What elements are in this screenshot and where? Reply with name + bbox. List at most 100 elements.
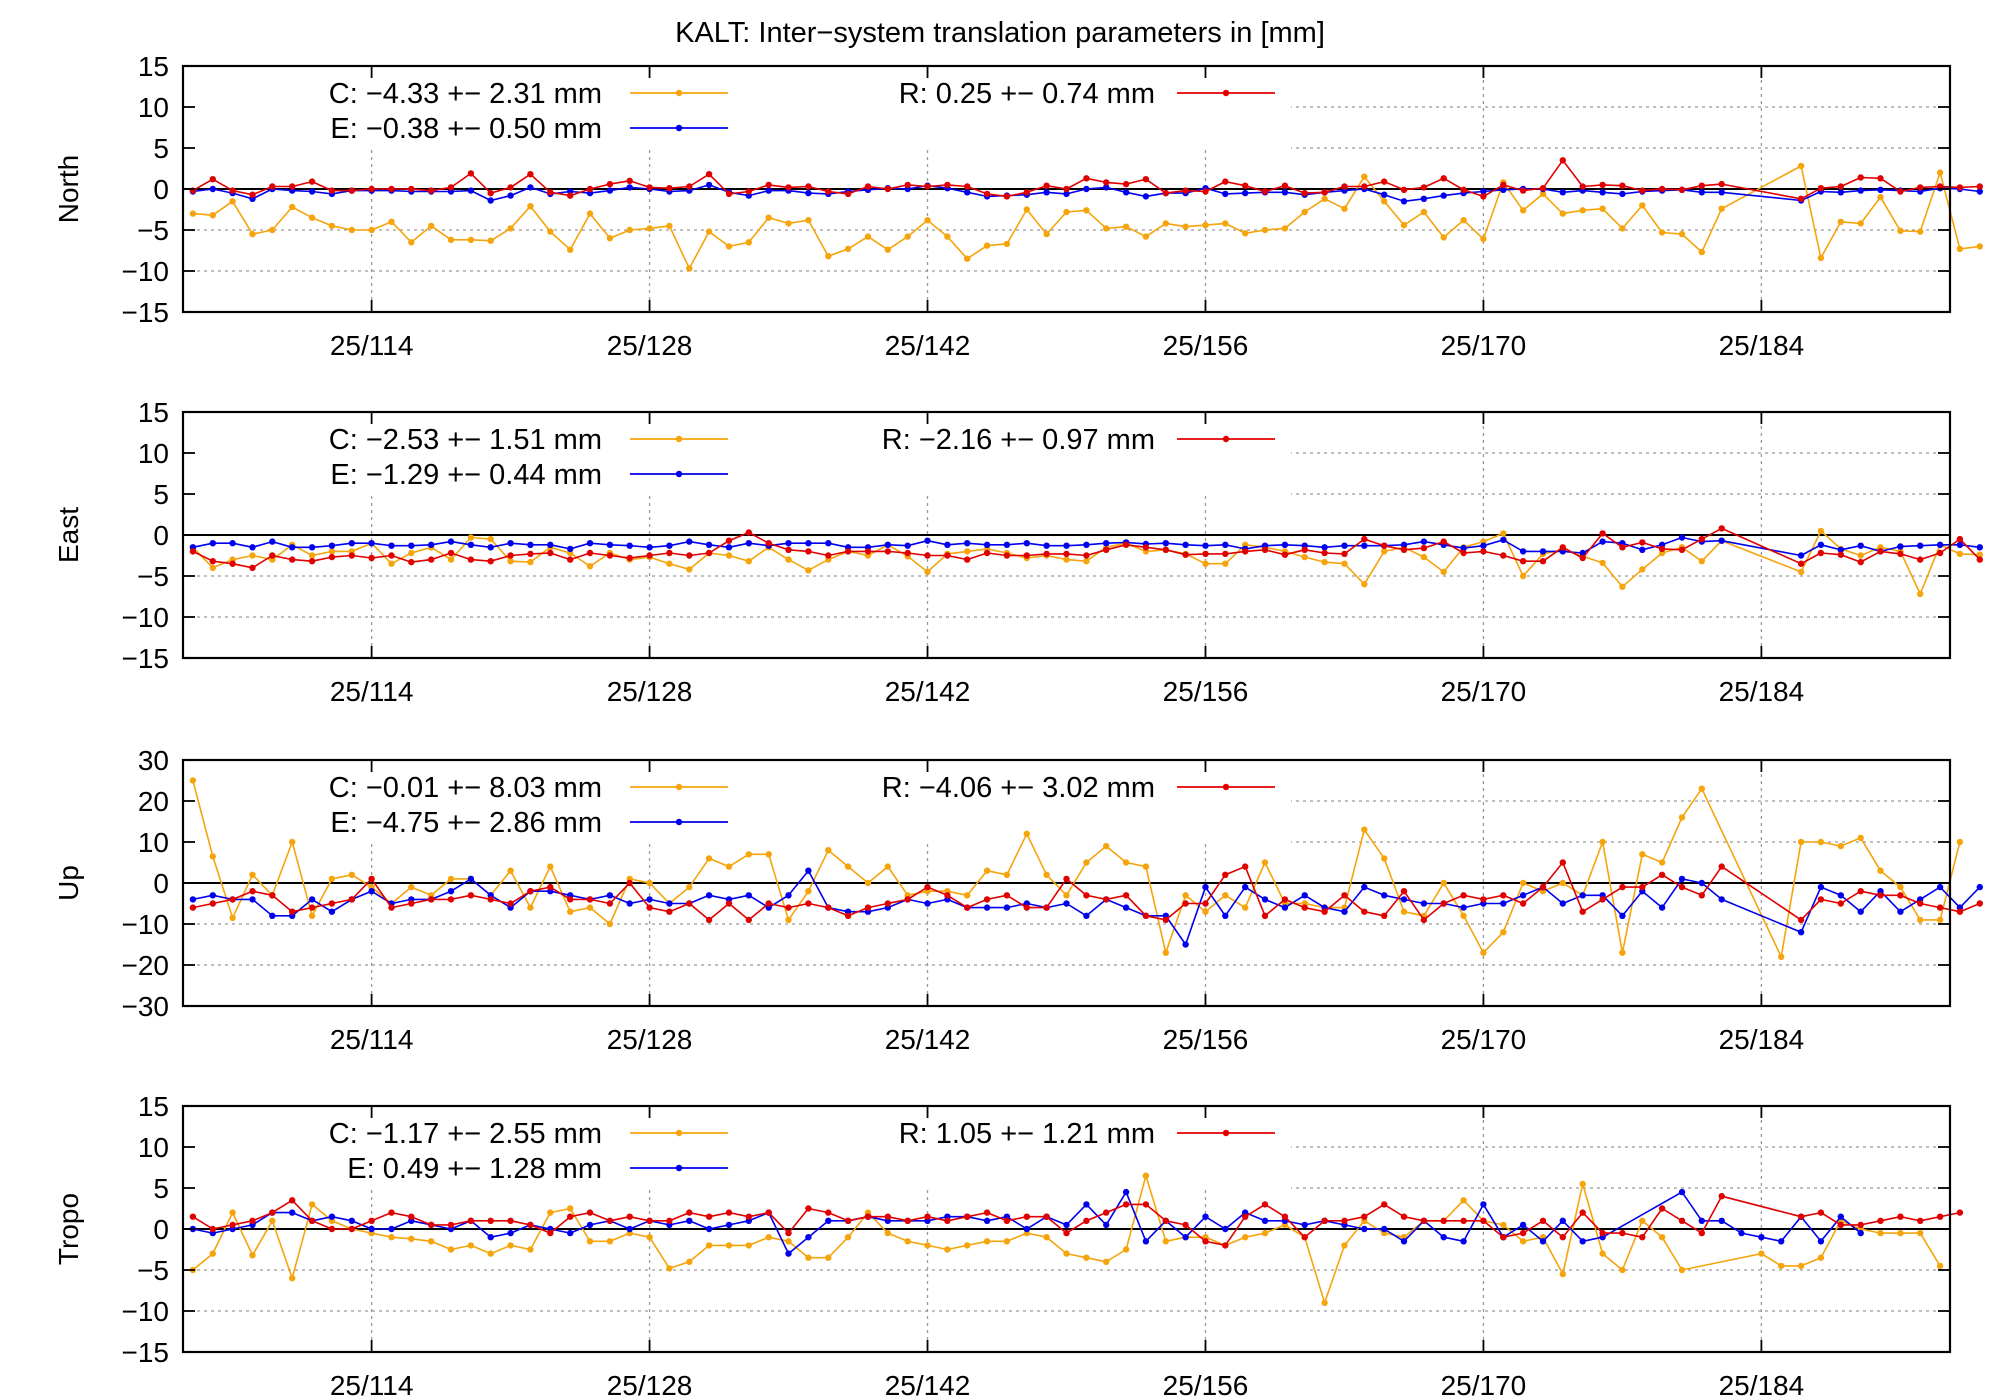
data-point — [805, 548, 812, 555]
data-point — [1797, 929, 1805, 936]
data-point — [1281, 225, 1289, 232]
data-point — [725, 243, 733, 250]
data-point — [388, 1225, 395, 1233]
data-point — [1619, 583, 1626, 590]
data-point — [1162, 546, 1170, 553]
data-point — [1559, 189, 1567, 196]
data-point — [1341, 550, 1348, 558]
data-point — [1420, 208, 1428, 216]
data-point — [209, 558, 216, 565]
data-point — [1837, 842, 1845, 850]
data-point — [844, 245, 852, 253]
data-point — [308, 178, 316, 185]
data-point — [904, 542, 911, 549]
data-point — [606, 1238, 614, 1245]
data-point — [785, 1250, 792, 1257]
data-point — [1559, 544, 1567, 551]
data-point — [547, 228, 554, 235]
data-point — [805, 1205, 812, 1212]
data-point — [765, 900, 772, 907]
data-point — [1956, 541, 1964, 548]
data-point — [626, 554, 633, 562]
data-point — [1639, 187, 1646, 194]
data-point — [964, 904, 971, 911]
data-point — [924, 883, 931, 891]
data-point — [924, 183, 931, 190]
series-e-tropo — [189, 1188, 1864, 1257]
data-point — [785, 540, 792, 547]
data-point — [507, 184, 514, 191]
data-point — [1579, 183, 1586, 190]
data-point — [1222, 541, 1229, 548]
data-point — [1321, 1299, 1328, 1307]
data-point — [1361, 535, 1368, 543]
data-point — [209, 1225, 216, 1233]
data-point — [646, 1234, 653, 1241]
data-point — [229, 198, 236, 205]
data-point — [308, 896, 316, 903]
data-point — [1519, 892, 1527, 899]
data-point — [1639, 566, 1646, 573]
data-point — [1817, 1209, 1825, 1216]
data-point — [1083, 207, 1090, 214]
legend-background — [186, 415, 1291, 495]
data-point — [1738, 1229, 1745, 1237]
data-point — [1122, 189, 1130, 196]
data-point — [1361, 908, 1368, 915]
data-point — [1043, 1234, 1050, 1241]
data-point — [1361, 542, 1368, 549]
data-point — [1162, 916, 1170, 924]
data-point — [1242, 883, 1249, 891]
data-point — [646, 552, 653, 559]
data-point — [447, 538, 455, 545]
data-point — [1480, 193, 1487, 200]
data-point — [1579, 908, 1586, 915]
data-point — [1956, 1209, 1964, 1216]
data-point — [1539, 548, 1547, 555]
data-point — [765, 181, 772, 189]
data-point — [308, 552, 316, 559]
y-tick-label: 0 — [153, 1214, 169, 1245]
data-point — [1678, 546, 1686, 553]
data-point — [1936, 883, 1944, 891]
data-point — [884, 1213, 891, 1220]
data-point — [705, 892, 713, 899]
data-point — [1083, 892, 1090, 899]
data-point — [825, 904, 832, 911]
data-point — [507, 1242, 514, 1249]
series-c-north — [189, 162, 1984, 272]
data-point — [1579, 892, 1586, 899]
data-point — [1420, 195, 1428, 202]
data-point — [1639, 546, 1646, 553]
data-point — [1956, 245, 1964, 253]
data-point — [805, 567, 812, 574]
data-point — [1639, 1217, 1646, 1225]
data-point — [586, 563, 594, 570]
data-point — [1658, 859, 1666, 866]
data-point — [289, 908, 296, 915]
data-point — [725, 1221, 733, 1229]
data-point — [606, 892, 614, 899]
x-tick-label: 25/128 — [607, 1024, 693, 1055]
legend-label-e: E: −4.75 +− 2.86 mm — [330, 807, 602, 839]
series-line-r — [192, 1195, 1961, 1247]
data-point — [1242, 1213, 1249, 1220]
data-point — [785, 546, 792, 553]
data-point — [348, 896, 355, 903]
data-point — [428, 222, 435, 230]
data-point — [1936, 1213, 1944, 1220]
data-point — [547, 1229, 554, 1237]
data-point — [368, 1225, 375, 1233]
data-point — [269, 226, 276, 234]
data-point — [408, 239, 415, 246]
data-point — [884, 185, 891, 193]
data-point — [229, 1209, 236, 1216]
series-line-e — [192, 184, 1980, 203]
data-point — [1658, 1205, 1666, 1212]
data-point — [1619, 1229, 1626, 1237]
data-point — [1698, 189, 1706, 196]
data-point — [209, 540, 216, 547]
data-point — [765, 187, 772, 194]
data-point — [1301, 904, 1308, 911]
data-point — [348, 871, 355, 878]
